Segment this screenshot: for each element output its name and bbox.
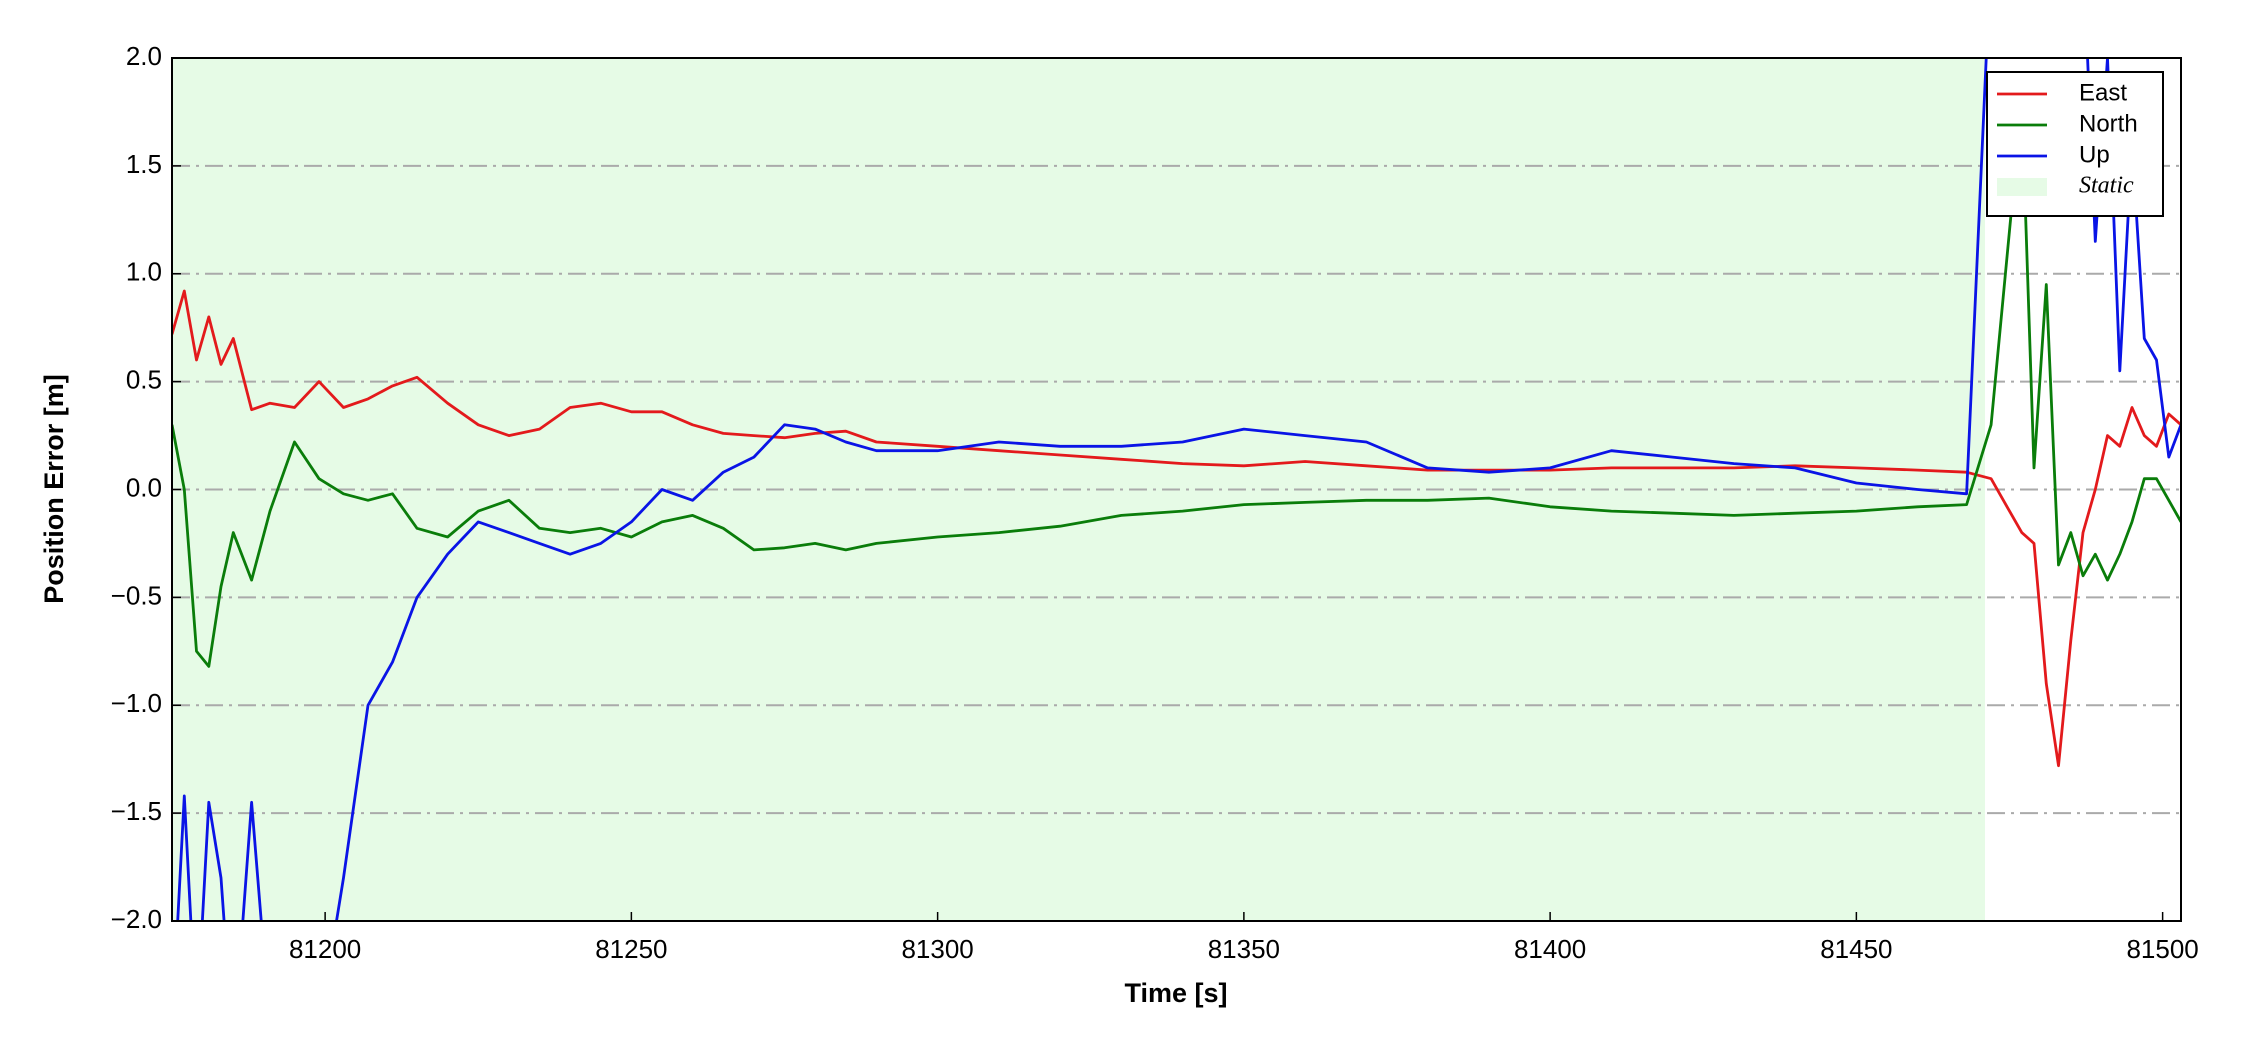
x-tick-label: 81450 <box>1820 934 1892 964</box>
x-tick-label: 81250 <box>595 934 667 964</box>
plot-frame <box>171 57 2182 922</box>
data-line <box>172 99 2181 668</box>
x-tick-label: 81400 <box>1514 934 1586 964</box>
x-tick-label: 81350 <box>1208 934 1280 964</box>
x-tick-label: 81300 <box>901 934 973 964</box>
y-tick-label: −1.0 <box>111 688 162 718</box>
plot-area <box>172 58 2181 921</box>
data-line <box>176 58 2181 921</box>
legend-label: Up <box>2079 141 2110 168</box>
legend-swatch <box>1997 178 2047 196</box>
x-axis-label: Time [s] <box>1124 978 1227 1008</box>
legend-label: East <box>2079 79 2127 106</box>
y-tick-label: 0.0 <box>126 472 162 502</box>
y-tick-label: 1.0 <box>126 257 162 287</box>
data-line <box>172 289 2181 768</box>
legend: East North Up Static <box>1986 71 2164 217</box>
legend-label: Static <box>2079 173 2134 199</box>
y-axis-label: Position Error [m] <box>39 374 69 604</box>
legend-label: North <box>2079 110 2138 137</box>
y-tick-label: 2.0 <box>126 41 162 71</box>
y-tick-label: 1.5 <box>126 149 162 179</box>
y-tick-label: −2.0 <box>111 904 162 934</box>
y-tick-label: −1.5 <box>111 796 162 826</box>
y-tick-label: 0.5 <box>126 365 162 395</box>
x-tick-label: 81500 <box>2126 934 2198 964</box>
x-tick-label: 81200 <box>289 934 361 964</box>
y-tick-label: −0.5 <box>111 580 162 610</box>
